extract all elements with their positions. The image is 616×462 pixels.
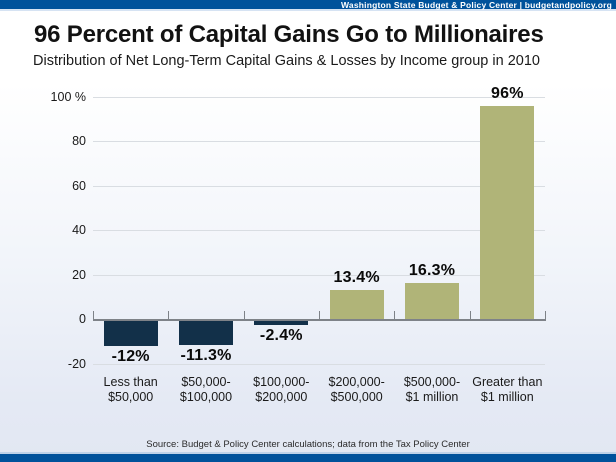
gridline xyxy=(93,274,545,276)
gridline xyxy=(93,185,545,187)
x-axis-label-line: $500,000 xyxy=(330,390,383,404)
x-axis-label: $100,000- $200,000 xyxy=(238,375,325,405)
source-note: Source: Budget & Policy Center calculati… xyxy=(146,439,470,450)
bar-value-label: 96% xyxy=(491,84,524,102)
x-axis-label-line: $500,000- xyxy=(403,375,461,389)
bar-value-label: 16.3% xyxy=(408,262,456,280)
page-title: 96 Percent of Capital Gains Go to Millio… xyxy=(34,21,544,48)
axis-tick xyxy=(394,310,396,319)
x-axis-label-line: $100,000- xyxy=(253,375,310,389)
y-tick-label: 40 xyxy=(72,223,86,237)
y-tick-label: 20 xyxy=(72,267,86,282)
gridline xyxy=(93,96,545,98)
bar-negative xyxy=(103,320,158,347)
x-axis-label: $500,000- $1 million xyxy=(388,375,475,405)
bottom-accent-bar xyxy=(0,452,616,462)
gridline xyxy=(93,141,545,142)
page-subtitle: Distribution of Net Long-Term Capital Ga… xyxy=(33,53,540,69)
x-axis-label-line: $50,000- xyxy=(181,375,231,389)
axis-tick xyxy=(168,310,170,319)
y-tick-label: 80 xyxy=(72,134,86,148)
y-tick-label: -20 xyxy=(67,356,86,371)
top-brand-bar: Washington State Budget & Policy Center … xyxy=(0,0,616,11)
axis-tick xyxy=(243,310,245,319)
bar-value-label: -11.3% xyxy=(180,346,232,364)
axis-tick xyxy=(469,310,471,319)
bar-positive xyxy=(480,105,535,320)
y-tick-label: 0 xyxy=(79,312,86,326)
y-tick-label: 60 xyxy=(72,178,86,193)
bar-value-label: -2.4% xyxy=(259,326,303,344)
x-axis-label-line: $100,000 xyxy=(179,390,233,404)
bar-positive xyxy=(329,289,384,320)
x-axis-label: Less than $50,000 xyxy=(87,375,174,405)
x-axis-label: Greater than $1 million xyxy=(464,375,551,405)
y-tick-label: 100 % xyxy=(50,89,86,104)
x-axis-label-line: $1 million xyxy=(405,390,459,404)
gridline xyxy=(93,230,545,231)
bar-value-label: -12% xyxy=(111,348,150,366)
x-axis-label-line: Greater than xyxy=(472,375,543,389)
x-axis-label-line: $1 million xyxy=(480,390,534,404)
axis-tick xyxy=(319,310,320,319)
zero-axis-line xyxy=(93,318,546,321)
axis-tick xyxy=(93,310,94,319)
x-axis-label-line: $200,000 xyxy=(255,390,308,404)
axis-tick xyxy=(545,310,546,319)
bar-positive xyxy=(405,283,459,320)
brand-text: Washington State Budget & Policy Center … xyxy=(340,0,612,10)
bar-negative xyxy=(254,320,309,325)
bar-value-label: 13.4% xyxy=(333,268,380,286)
x-axis-label: $200,000- $500,000 xyxy=(313,375,400,405)
bar-negative xyxy=(179,320,233,345)
x-axis-label-line: $50,000 xyxy=(108,390,154,404)
gridline xyxy=(93,363,545,365)
x-axis-label-line: $200,000- xyxy=(328,375,385,389)
x-axis-label: $50,000- $100,000 xyxy=(162,375,249,405)
x-axis-label-line: Less than xyxy=(103,375,158,389)
